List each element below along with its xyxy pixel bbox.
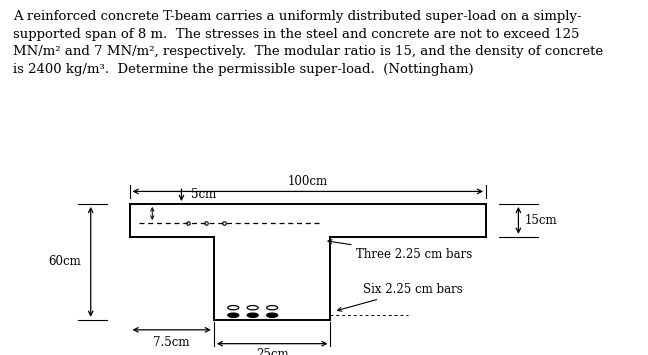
Text: 60cm: 60cm [48, 255, 81, 268]
Text: Six 2.25 cm bars: Six 2.25 cm bars [338, 283, 463, 311]
Text: 25cm: 25cm [256, 348, 288, 355]
Circle shape [267, 313, 277, 317]
Circle shape [247, 313, 258, 317]
Text: 15cm: 15cm [525, 214, 557, 227]
Text: 5cm: 5cm [191, 188, 216, 201]
Circle shape [227, 313, 238, 317]
Text: A reinforced concrete T-beam carries a uniformly distributed super-load on a sim: A reinforced concrete T-beam carries a u… [13, 10, 603, 76]
Text: 100cm: 100cm [288, 175, 328, 189]
Text: Three 2.25 cm bars: Three 2.25 cm bars [328, 240, 472, 261]
Text: 7.5cm: 7.5cm [154, 336, 190, 349]
